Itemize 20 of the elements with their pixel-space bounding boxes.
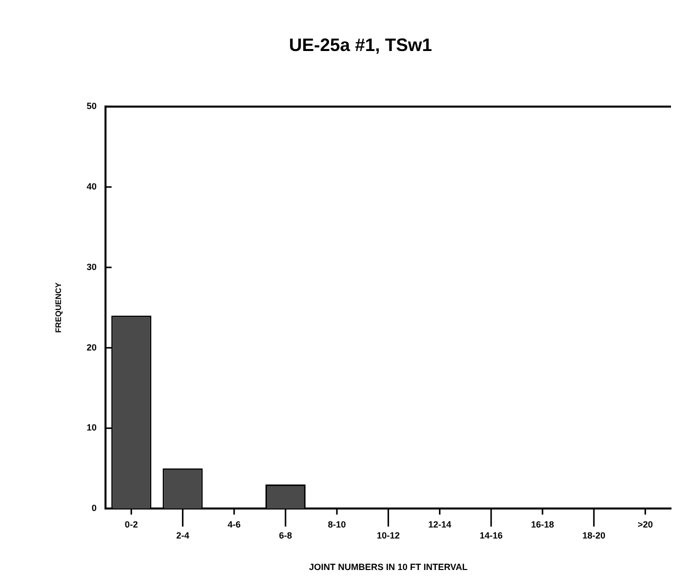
x-tick-label: 6-8 xyxy=(279,530,292,540)
x-tick-label: >20 xyxy=(638,519,653,530)
y-tick-label: 0 xyxy=(92,503,97,514)
y-tick-label: 40 xyxy=(86,181,97,192)
y-tick-label: 30 xyxy=(86,262,97,272)
x-tick-label: 16-18 xyxy=(530,519,554,530)
x-tick-label: 4-6 xyxy=(228,519,241,530)
x-tick-label: 14-16 xyxy=(480,530,503,540)
y-axis-title: FREQUENCY xyxy=(54,282,64,333)
x-tick-label: 0-2 xyxy=(124,519,138,530)
chart-title: UE-25a #1, TSw1 xyxy=(288,34,432,55)
y-tick-label: 50 xyxy=(86,101,97,112)
x-tick-label: 8-10 xyxy=(328,519,346,530)
y-tick-label: 20 xyxy=(86,342,97,352)
x-tick-label: 10-12 xyxy=(376,530,400,540)
x-tick-label: 2-4 xyxy=(176,530,190,540)
x-tick-label: 18-20 xyxy=(582,530,606,540)
y-tick-label: 10 xyxy=(86,422,97,433)
x-tick-label: 12-14 xyxy=(428,519,452,530)
x-axis-title: JOINT NUMBERS IN 10 FT INTERVAL xyxy=(308,562,468,572)
